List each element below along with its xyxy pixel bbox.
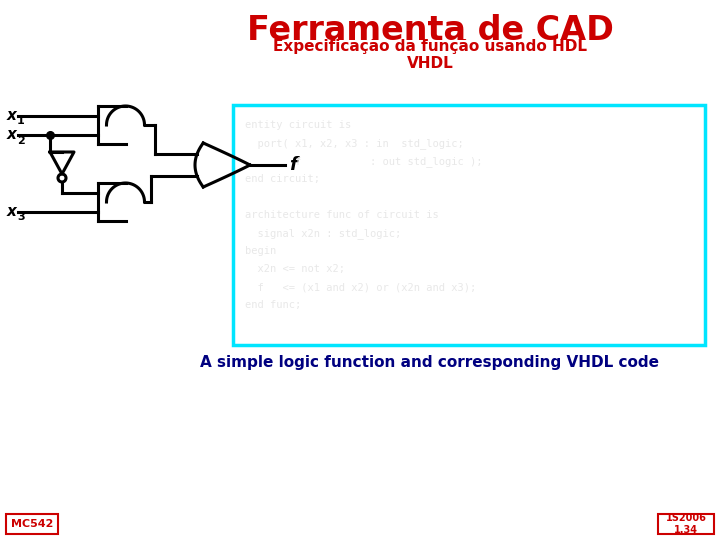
Text: A simple logic function and corresponding VHDL code: A simple logic function and correspondin… [200,354,660,369]
Text: x: x [6,108,16,123]
Text: signal x2n : std_logic;: signal x2n : std_logic; [245,228,401,239]
FancyBboxPatch shape [6,514,58,534]
Text: end circuit;: end circuit; [245,174,320,184]
Text: architecture func of circuit is: architecture func of circuit is [245,210,438,220]
Text: Expecificação da função usando HDL
VHDL: Expecificação da função usando HDL VHDL [273,39,587,71]
Text: 1: 1 [17,117,25,126]
Text: 2: 2 [17,136,25,145]
FancyBboxPatch shape [658,514,714,534]
Text: port( x1, x2, x3 : in  std_logic;: port( x1, x2, x3 : in std_logic; [245,138,464,149]
Text: f   <= (x1 and x2) or (x2n and x3);: f <= (x1 and x2) or (x2n and x3); [245,282,476,292]
Text: x: x [6,127,16,142]
Text: end func;: end func; [245,300,301,310]
Text: x: x [6,204,16,219]
Text: MC542: MC542 [11,519,53,529]
Text: f           : out std_logic );: f : out std_logic ); [245,156,482,167]
Text: entity circuit is: entity circuit is [245,120,351,130]
Text: Ferramenta de CAD: Ferramenta de CAD [246,14,613,46]
FancyBboxPatch shape [233,105,705,345]
Text: 3: 3 [17,213,24,222]
Text: begin: begin [245,246,276,256]
Text: x2n <= not x2;: x2n <= not x2; [245,264,345,274]
Text: f: f [289,156,297,174]
Text: 1S2006
1.34: 1S2006 1.34 [665,513,706,535]
